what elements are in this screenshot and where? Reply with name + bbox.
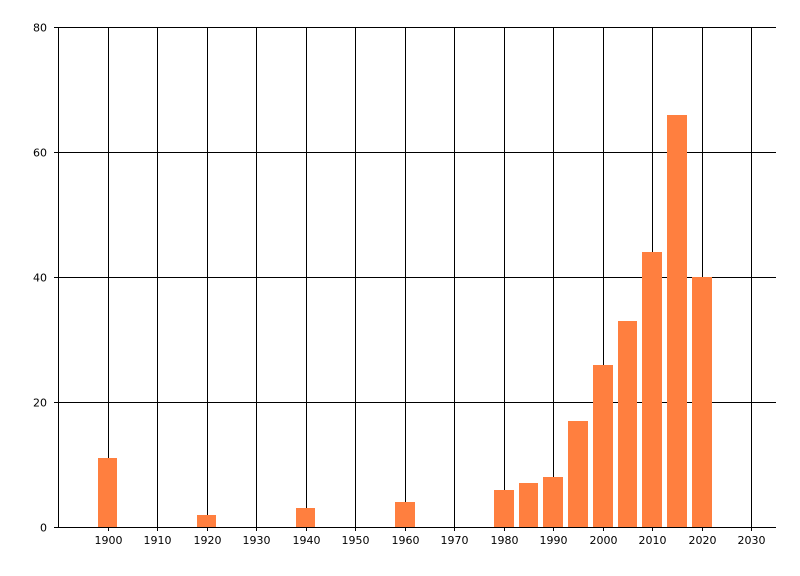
bar-1985 [519, 483, 538, 527]
x-tick-label: 2030 [738, 534, 766, 547]
bar-1920 [197, 515, 216, 527]
y-tick-labels: 0 20 40 60 80 [33, 22, 47, 535]
bar-2005 [618, 321, 637, 527]
x-tick-label: 1900 [95, 534, 123, 547]
x-tick-label: 1940 [293, 534, 321, 547]
bar-1940 [296, 508, 315, 527]
bars [98, 115, 712, 527]
x-tick-label: 1950 [342, 534, 370, 547]
x-tick-labels: 1900 1910 1920 1930 1940 1950 1960 1970 1980 1990… [95, 534, 766, 547]
bar-2000 [593, 365, 613, 527]
bar-1995 [568, 421, 588, 527]
x-tick-label: 1990 [540, 534, 568, 547]
axes [54, 27, 776, 531]
x-tick-label: 1920 [194, 534, 222, 547]
bar-1990 [543, 477, 563, 527]
x-tick-label: 1960 [392, 534, 420, 547]
bar-1980 [494, 490, 514, 527]
x-tick-label: 2010 [639, 534, 667, 547]
y-tick-label: 80 [33, 22, 47, 35]
bar-2015 [667, 115, 687, 527]
x-tick-label: 1930 [243, 534, 271, 547]
bar-2020 [692, 277, 712, 527]
y-tick-label: 40 [33, 272, 47, 285]
x-tick-label: 1910 [144, 534, 172, 547]
x-tick-label: 1980 [491, 534, 519, 547]
bar-1960 [395, 502, 415, 527]
x-tick-label: 2000 [590, 534, 618, 547]
y-tick-label: 60 [33, 147, 47, 160]
bar-2010 [642, 252, 662, 527]
x-tick-label: 2020 [689, 534, 717, 547]
bar-1900 [98, 458, 117, 527]
x-tick-label: 1970 [441, 534, 469, 547]
y-tick-label: 0 [40, 522, 47, 535]
y-tick-label: 20 [33, 397, 47, 410]
